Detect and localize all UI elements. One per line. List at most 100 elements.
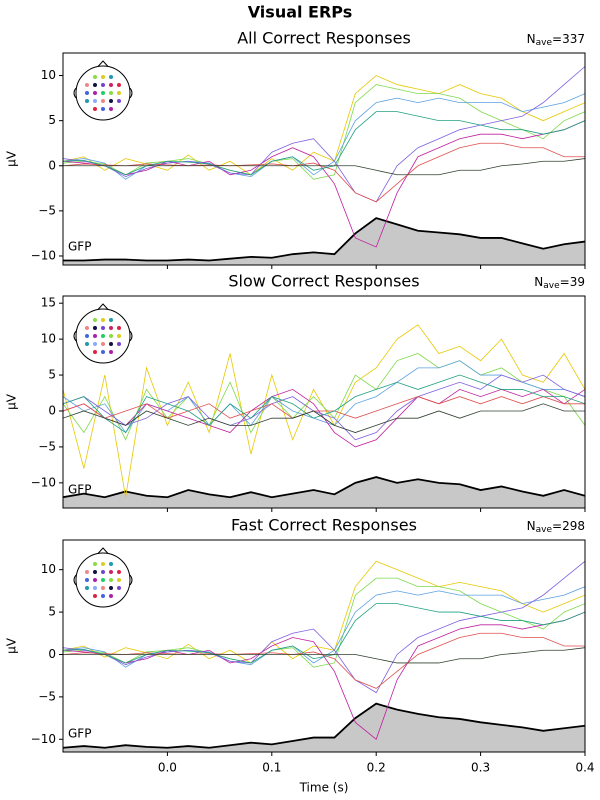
channel-trace bbox=[63, 111, 585, 176]
sensor-dot bbox=[93, 99, 97, 103]
sensor-dot bbox=[109, 570, 113, 574]
axes-title: All Correct Responses bbox=[237, 29, 411, 48]
nave-sub: ave bbox=[536, 525, 553, 535]
x-tick-label: 0.1 bbox=[262, 761, 281, 775]
nose bbox=[97, 303, 109, 310]
sensor-dot bbox=[117, 334, 121, 338]
sensor-dot bbox=[109, 334, 113, 338]
x-tick-label: 0.4 bbox=[575, 761, 594, 775]
gfp-line bbox=[63, 476, 585, 499]
plot-area bbox=[63, 324, 585, 508]
sensor-dot bbox=[101, 578, 105, 582]
y-tick-label: 10 bbox=[41, 68, 56, 82]
nave-value: =39 bbox=[560, 275, 585, 289]
channel-trace bbox=[63, 66, 585, 203]
sensor-dot bbox=[117, 586, 121, 590]
ear-right bbox=[129, 574, 133, 586]
sensor-dot bbox=[85, 91, 89, 95]
gfp-label: GFP bbox=[68, 240, 91, 254]
sensor-dot bbox=[117, 570, 121, 574]
sensor-dot bbox=[101, 318, 105, 322]
sensor-dot bbox=[85, 578, 89, 582]
channel-trace bbox=[63, 84, 585, 180]
sensor-dot bbox=[109, 83, 113, 87]
y-axis-label: µV bbox=[5, 150, 19, 167]
ear-left bbox=[73, 87, 77, 99]
sensor-dot bbox=[101, 594, 105, 598]
y-tick-label: −10 bbox=[31, 248, 56, 262]
sensor-dot bbox=[85, 99, 89, 103]
sensor-dot bbox=[85, 586, 89, 590]
gfp-area bbox=[63, 218, 585, 265]
y-tick-label: −5 bbox=[38, 689, 56, 703]
sensor-dot bbox=[85, 334, 89, 338]
channel-trace bbox=[63, 142, 585, 203]
sensor-dot bbox=[117, 91, 121, 95]
x-tick-label: 0.2 bbox=[367, 761, 386, 775]
nave-n: N bbox=[534, 275, 543, 289]
sensor-dot bbox=[109, 562, 113, 566]
channel-trace bbox=[63, 560, 585, 694]
sensor-dot bbox=[93, 350, 97, 354]
y-tick-label: 0 bbox=[48, 403, 56, 417]
sensor-dot bbox=[93, 107, 97, 111]
channel-trace bbox=[63, 403, 585, 433]
plot-area bbox=[63, 66, 585, 265]
channel-trace bbox=[63, 647, 585, 664]
suptitle: Visual ERPs bbox=[248, 3, 353, 22]
y-tick-label: −5 bbox=[38, 439, 56, 453]
channel-trace bbox=[63, 374, 585, 434]
nave-annotation: Nave=298 bbox=[527, 519, 585, 535]
ear-right bbox=[129, 330, 133, 342]
axes-title: Fast Correct Responses bbox=[231, 516, 417, 535]
sensor-dot bbox=[101, 586, 105, 590]
sensor-dot bbox=[109, 91, 113, 95]
sensor-dot bbox=[117, 83, 121, 87]
gfp-line bbox=[63, 217, 585, 262]
channel-trace bbox=[63, 603, 585, 664]
sensor-dot bbox=[101, 91, 105, 95]
nave-n: N bbox=[527, 519, 536, 533]
axes-frame bbox=[62, 295, 586, 509]
sensor-dot bbox=[85, 342, 89, 346]
nave-value: =337 bbox=[552, 32, 585, 46]
channel-trace bbox=[63, 560, 585, 664]
channel-trace bbox=[63, 158, 585, 176]
y-tick-label: 10 bbox=[41, 332, 56, 346]
sensor-dot bbox=[109, 350, 113, 354]
gfp-label: GFP bbox=[68, 483, 91, 497]
sensor-dot bbox=[93, 326, 97, 330]
nave-annotation: Nave=337 bbox=[527, 32, 585, 48]
y-tick-label: −5 bbox=[38, 203, 56, 217]
x-tick-label: 0.3 bbox=[471, 761, 490, 775]
ear-left bbox=[73, 330, 77, 342]
channel-trace bbox=[63, 611, 585, 740]
sensor-dot bbox=[93, 334, 97, 338]
axes-frame bbox=[62, 539, 586, 753]
sensor-dot bbox=[85, 83, 89, 87]
nave-n: N bbox=[527, 32, 536, 46]
ear-left bbox=[73, 574, 77, 586]
sensor-dot bbox=[109, 578, 113, 582]
channel-trace bbox=[63, 120, 585, 248]
sensor-dot bbox=[101, 75, 105, 79]
channel-trace bbox=[63, 353, 585, 441]
nose bbox=[97, 60, 109, 67]
gfp-area bbox=[63, 703, 585, 752]
channel-trace bbox=[63, 75, 585, 176]
sensor-dot bbox=[109, 326, 113, 330]
sensor-dot bbox=[117, 578, 121, 582]
axes-title: Slow Correct Responses bbox=[228, 272, 419, 291]
sensor-dot bbox=[93, 75, 97, 79]
y-tick-label: 5 bbox=[48, 368, 56, 382]
sensor-dot bbox=[101, 570, 105, 574]
sensor-dot bbox=[117, 326, 121, 330]
sensor-dot bbox=[93, 578, 97, 582]
sensor-dot bbox=[93, 562, 97, 566]
sensor-dot bbox=[85, 326, 89, 330]
sensor-dot bbox=[93, 586, 97, 590]
sensor-dot bbox=[109, 107, 113, 111]
sensor-dot bbox=[109, 99, 113, 103]
channel-trace bbox=[63, 632, 585, 689]
y-tick-label: −10 bbox=[31, 475, 56, 489]
